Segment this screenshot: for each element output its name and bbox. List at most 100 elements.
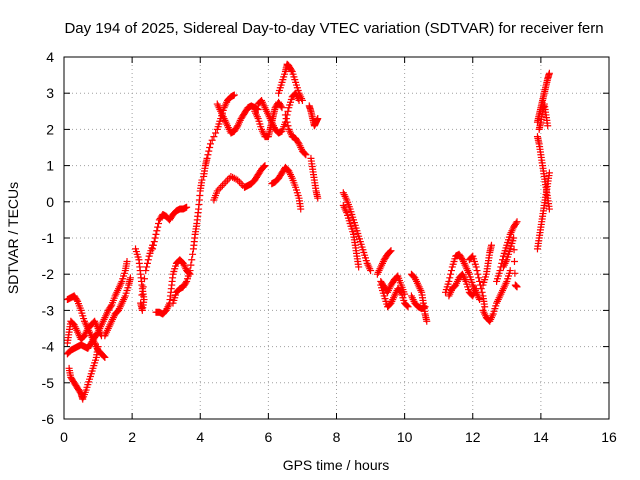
data-point xyxy=(149,241,157,249)
series-track-h xyxy=(149,203,191,253)
data-point xyxy=(282,115,290,123)
data-point xyxy=(183,203,191,211)
data-point xyxy=(220,180,228,188)
series-track-l xyxy=(213,100,262,137)
data-point xyxy=(155,220,163,228)
x-tick-label: 6 xyxy=(264,429,272,445)
data-point xyxy=(421,303,429,311)
series-track-p xyxy=(268,163,305,213)
data-point xyxy=(153,227,161,235)
data-point xyxy=(512,219,520,227)
data-point xyxy=(314,194,322,202)
data-point xyxy=(230,91,238,99)
data-point xyxy=(302,151,310,159)
data-point xyxy=(287,66,295,74)
data-point xyxy=(143,259,151,267)
data-point xyxy=(476,277,484,285)
series-track-z xyxy=(407,270,431,325)
data-point xyxy=(473,267,481,275)
y-tick-label: 2 xyxy=(46,121,54,137)
series-track-i xyxy=(152,256,194,318)
x-axis-label: GPS time / hours xyxy=(283,457,390,473)
data-point xyxy=(139,283,147,291)
data-point xyxy=(277,102,285,110)
data-point xyxy=(189,250,197,258)
data-point xyxy=(294,139,302,147)
series-track-ac xyxy=(445,270,480,300)
grid-layer xyxy=(64,57,609,419)
data-point xyxy=(446,274,454,282)
x-tick-label: 10 xyxy=(397,429,413,445)
series-track-t xyxy=(307,154,322,202)
series-track-g xyxy=(132,241,157,314)
data-point xyxy=(284,107,292,115)
data-point xyxy=(151,234,159,242)
x-tick-label: 8 xyxy=(333,429,341,445)
data-point xyxy=(458,254,466,262)
y-tick-label: 1 xyxy=(46,158,54,174)
data-point xyxy=(203,154,211,162)
data-point xyxy=(510,246,518,254)
series-track-m xyxy=(210,162,269,204)
data-point xyxy=(210,133,218,141)
data-point xyxy=(506,267,514,275)
x-tick-label: 16 xyxy=(601,429,617,445)
data-point xyxy=(206,140,214,148)
data-point xyxy=(355,263,363,271)
series-track-al xyxy=(535,100,552,133)
series-track-v xyxy=(339,201,363,271)
data-point xyxy=(93,329,101,337)
series-track-e xyxy=(94,258,131,336)
data-point xyxy=(187,261,195,269)
data-point xyxy=(150,238,158,246)
data-point xyxy=(510,234,518,242)
data-point xyxy=(481,303,489,311)
data-point xyxy=(496,267,504,275)
data-point xyxy=(152,230,160,238)
data-point xyxy=(138,291,146,299)
data-point xyxy=(198,176,206,184)
data-point xyxy=(222,178,230,186)
data-point xyxy=(204,151,212,159)
data-point xyxy=(401,290,409,298)
series-track-ag xyxy=(493,218,521,285)
series-track-ad xyxy=(465,252,489,311)
y-tick-label: -6 xyxy=(42,411,55,427)
x-tick-label: 2 xyxy=(128,429,136,445)
data-point xyxy=(544,122,552,130)
data-point xyxy=(545,205,553,213)
data-point xyxy=(230,174,238,182)
data-points xyxy=(63,60,553,403)
data-point xyxy=(261,162,269,170)
data-point xyxy=(142,267,150,275)
data-point xyxy=(513,218,521,226)
data-point xyxy=(186,267,194,275)
data-point xyxy=(545,69,553,77)
data-point xyxy=(144,256,152,264)
data-point xyxy=(126,274,134,282)
data-point xyxy=(107,302,115,310)
data-point xyxy=(140,275,148,283)
data-point xyxy=(301,150,309,158)
data-point xyxy=(314,115,322,123)
data-point xyxy=(513,283,521,291)
y-tick-label: -2 xyxy=(42,266,55,282)
series-track-ae xyxy=(479,241,495,289)
data-point xyxy=(477,285,485,293)
y-tick-label: -3 xyxy=(42,302,55,318)
data-point xyxy=(252,111,260,119)
data-point xyxy=(188,256,196,264)
data-point xyxy=(123,258,131,266)
data-point xyxy=(217,183,225,191)
data-point xyxy=(298,96,306,104)
series-track-r xyxy=(281,111,310,159)
data-point xyxy=(474,270,482,278)
data-point xyxy=(447,270,455,278)
data-point xyxy=(386,248,394,256)
y-tick-label: 0 xyxy=(46,194,54,210)
data-point xyxy=(137,299,145,307)
series-track-y xyxy=(377,272,409,298)
x-tick-label: 14 xyxy=(533,429,549,445)
data-point xyxy=(284,122,292,130)
